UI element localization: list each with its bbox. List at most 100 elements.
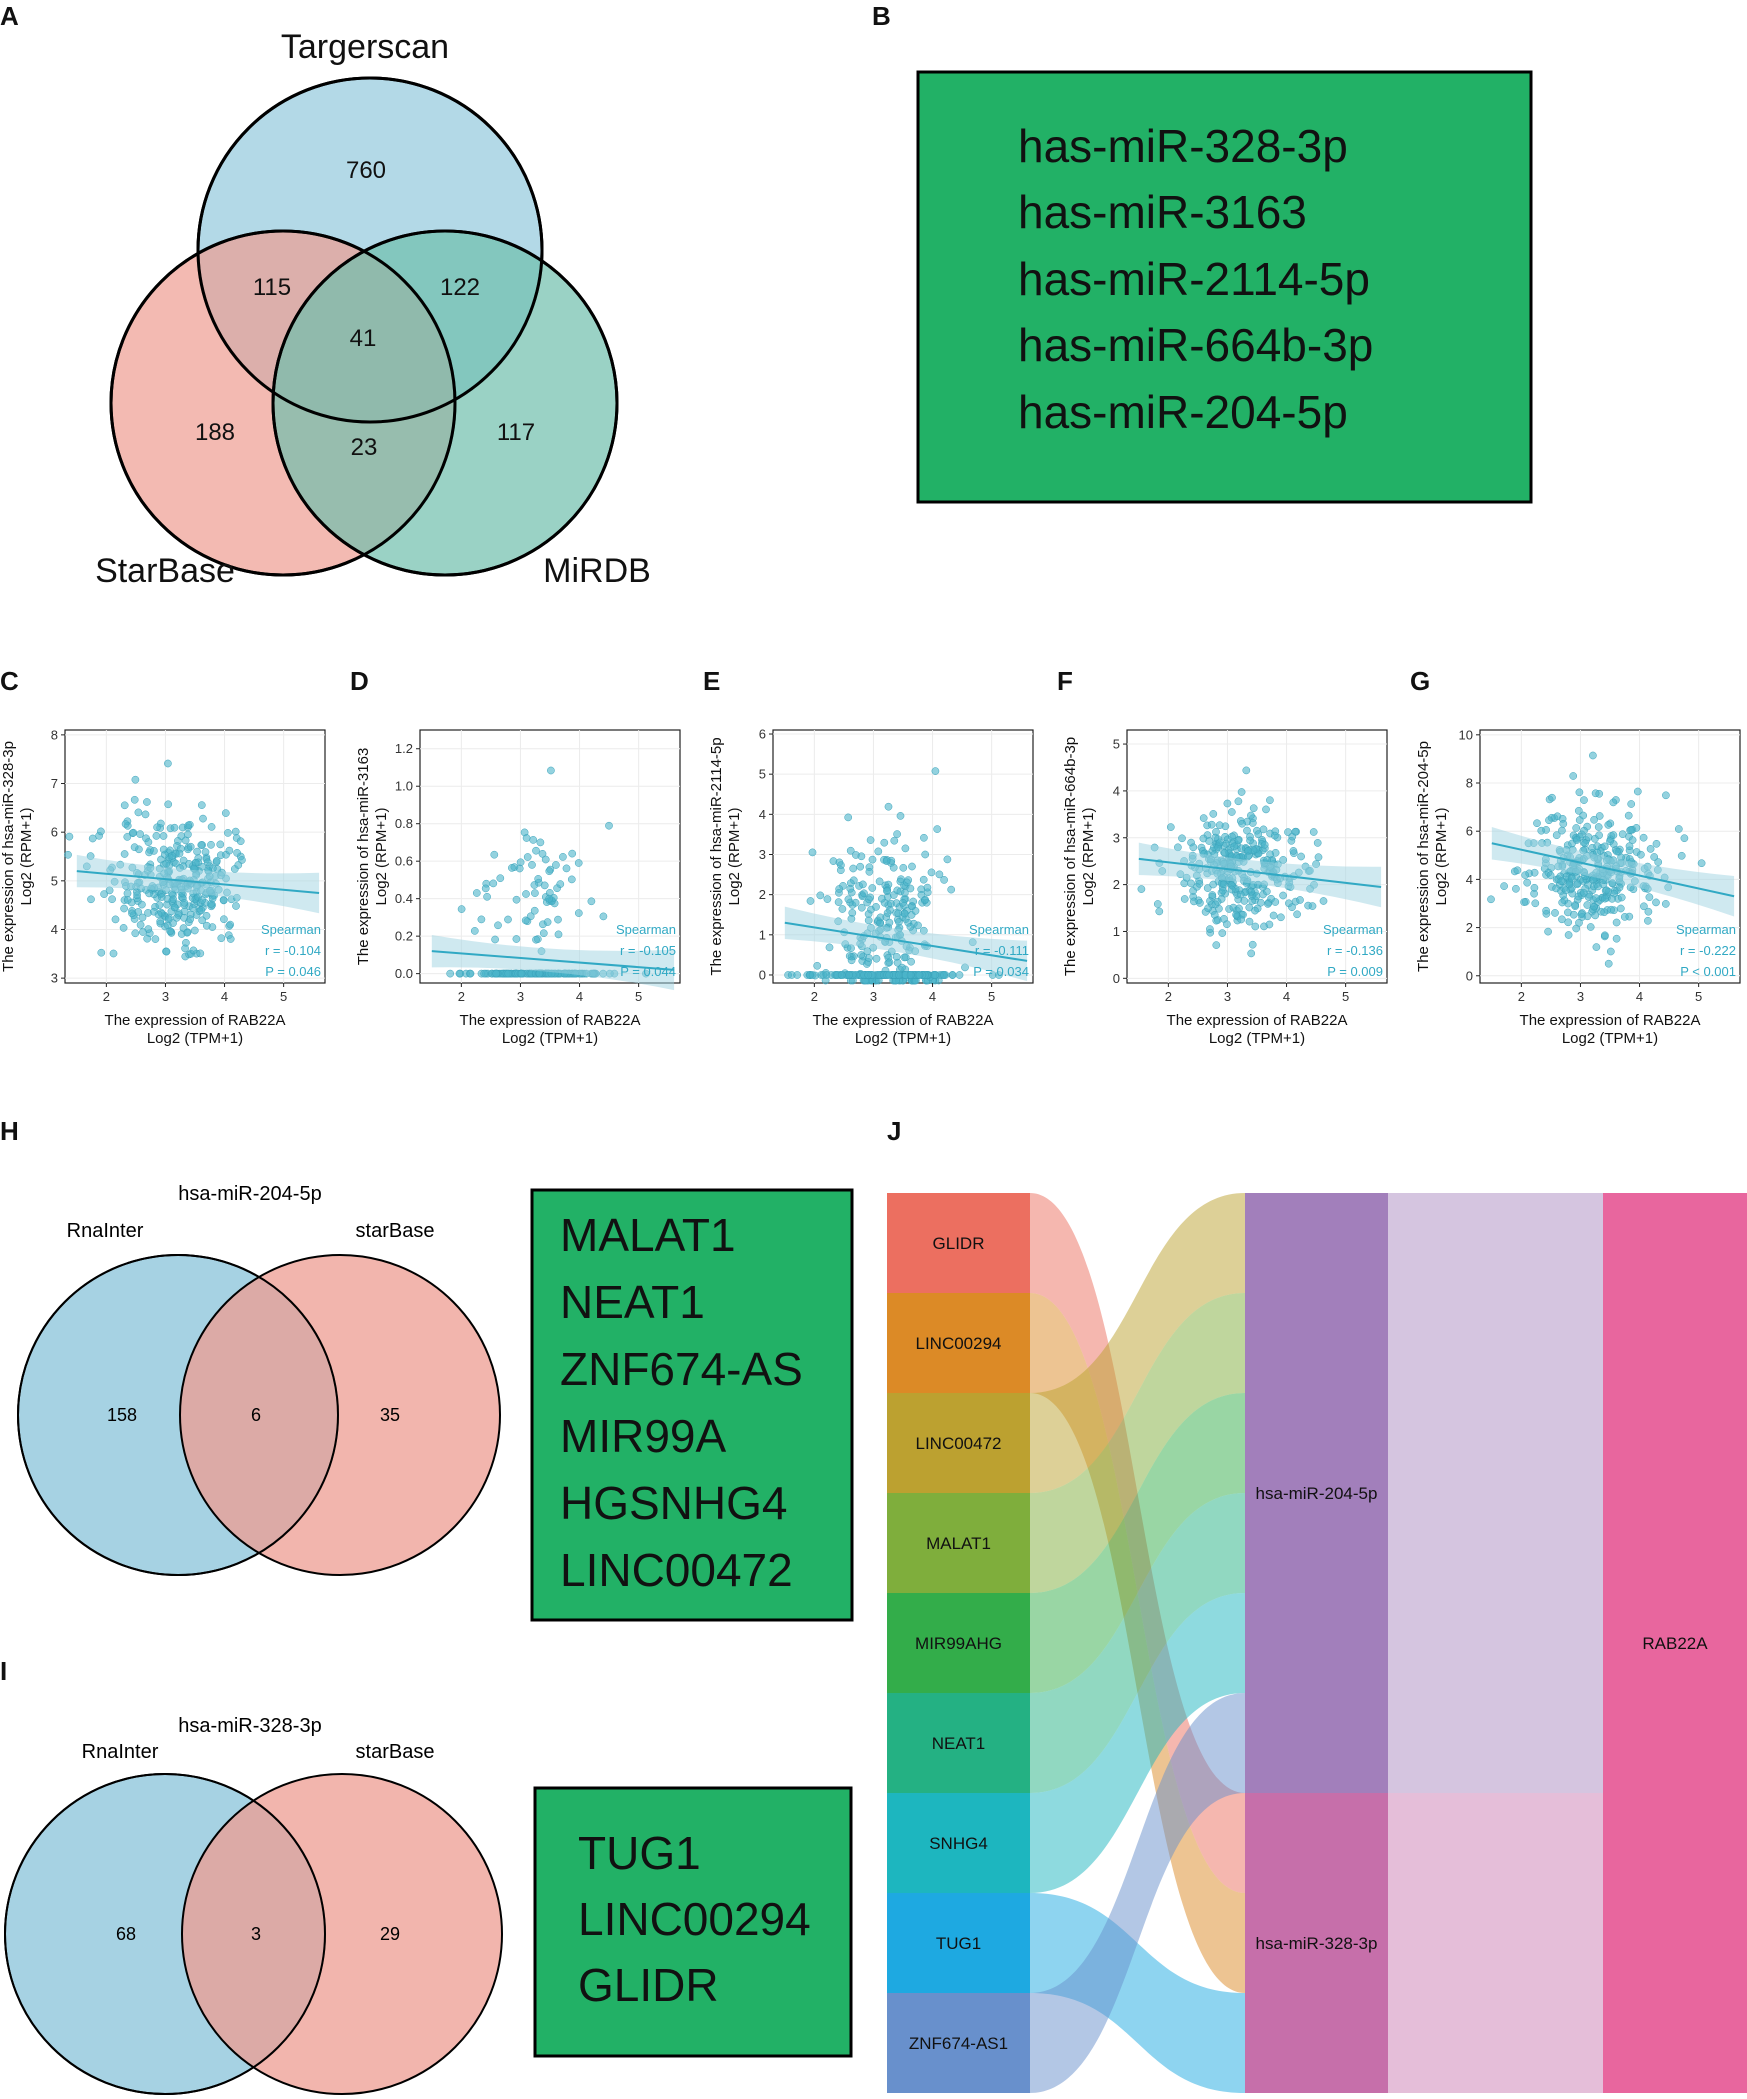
stats-p: P = 0.044 <box>620 964 676 979</box>
scatter-point <box>221 809 230 817</box>
scatter-point <box>1195 879 1204 888</box>
scatter-point <box>1674 825 1683 833</box>
scatter-point <box>1227 885 1236 894</box>
scatter-point <box>587 897 596 906</box>
scatter-point <box>1616 904 1625 913</box>
venn-i-title: hsa-miR-328-3p <box>178 1715 321 1737</box>
sankey-node-lncrna <box>887 1793 1030 1893</box>
scatter-point <box>883 909 892 917</box>
scatter-point <box>545 894 554 903</box>
scatter-point <box>1207 820 1216 829</box>
scatter-point <box>1677 851 1686 860</box>
scatter-point <box>605 821 613 830</box>
scatter-point <box>159 845 168 854</box>
scatter-point <box>1646 845 1655 853</box>
scatter-point <box>1487 895 1495 904</box>
scatter-point <box>1243 826 1251 835</box>
sankey-node-lncrna <box>887 1493 1030 1593</box>
scatter-point <box>183 928 192 937</box>
scatter-point <box>1600 908 1609 917</box>
scatter-point <box>1218 929 1227 937</box>
scatter-plot-f: 2 3 4 5 0 1 2 3 4 5 Spearman r = -0.136 P = 0.009 The… <box>1062 729 1388 1047</box>
scatter-point <box>109 949 118 958</box>
scatter-point <box>568 849 577 858</box>
scatter-point <box>931 971 939 979</box>
scatter-point <box>868 884 877 892</box>
scatter-point <box>837 971 846 979</box>
scatter-point <box>909 897 918 906</box>
scatter-point <box>1293 910 1301 919</box>
scatter-point <box>1319 897 1328 905</box>
scatter-point <box>1223 799 1232 808</box>
scatter-point <box>1248 940 1257 949</box>
sankey-node-label: NEAT1 <box>932 1734 986 1753</box>
stats-r: r = -0.111 <box>975 943 1029 958</box>
scatter-point <box>940 876 948 884</box>
scatter-point <box>190 926 199 935</box>
y-tick-label: 7 <box>51 776 58 791</box>
stats-r: r = -0.105 <box>620 943 676 958</box>
scatter-point <box>1617 893 1626 902</box>
scatter-point <box>1277 913 1285 922</box>
scatter-point <box>1594 823 1603 831</box>
panel-label-f: F <box>1057 666 1073 696</box>
stats-method: Spearman <box>261 922 321 937</box>
scatter-point <box>866 836 875 844</box>
scatter-point <box>528 861 536 869</box>
y-tick-label: 0.2 <box>395 929 413 944</box>
scatter-point <box>184 830 192 839</box>
sankey-node-mirna <box>1245 1193 1388 1793</box>
scatter-point <box>164 759 172 768</box>
scatter-point <box>1580 796 1588 804</box>
sankey-node-lncrna <box>887 1893 1030 1993</box>
y-tick-label: 3 <box>759 847 766 862</box>
y-tick-label: 6 <box>1466 824 1473 839</box>
venn-two-sets-i: hsa-miR-328-3p RnaInter starBase 68 3 29 <box>4 1715 503 2095</box>
scatter-point <box>1204 904 1212 913</box>
scatter-point <box>529 836 538 844</box>
x-axis-label-units: Log2 (TPM+1) <box>855 1030 951 1047</box>
scatter-point <box>955 971 964 979</box>
scatter-point <box>1575 788 1584 797</box>
scatter-point <box>893 830 901 838</box>
panel-label-a: A <box>0 1 19 31</box>
scatter-point <box>1190 897 1198 906</box>
lncrna-list-item: NEAT1 <box>560 1276 705 1328</box>
scatter-point <box>889 863 898 872</box>
scatter-point <box>186 842 195 851</box>
scatter-point <box>472 889 481 897</box>
scatter-point <box>1644 916 1652 925</box>
scatter-point <box>1591 789 1600 798</box>
scatter-point <box>536 838 545 847</box>
scatter-point <box>207 823 216 831</box>
y-tick-label: 4 <box>51 922 58 937</box>
y-axis-label: The expression of hsa-miR-664b-3p <box>1062 737 1079 976</box>
scatter-point <box>948 971 957 979</box>
scatter-point <box>120 801 129 810</box>
scatter-point <box>859 880 867 889</box>
scatter-point <box>170 903 179 912</box>
scatter-point <box>531 889 539 897</box>
regression-line <box>1491 842 1735 898</box>
x-tick-label: 3 <box>870 989 877 1004</box>
scatter-point <box>232 902 240 910</box>
scatter-point <box>539 929 548 938</box>
scatter-point <box>504 969 513 978</box>
scatter-point <box>1574 892 1583 901</box>
scatter-point <box>1251 922 1260 931</box>
scatter-point <box>1237 915 1246 924</box>
scatter-point <box>931 767 940 775</box>
mirna-list-item: has-miR-3163 <box>1018 186 1307 238</box>
scatter-point <box>138 900 146 909</box>
scatter-point <box>1215 821 1224 830</box>
scatter-point <box>530 881 539 889</box>
scatter-point <box>1266 850 1274 859</box>
stats-method: Spearman <box>616 922 676 937</box>
sankey-node-lncrna <box>887 1593 1030 1693</box>
scatter-point <box>574 859 583 867</box>
scatter-point <box>150 907 158 916</box>
scatter-point <box>153 823 161 832</box>
scatter-point <box>446 969 455 978</box>
scatter-point <box>1612 918 1621 927</box>
scatter-point <box>1609 798 1618 807</box>
